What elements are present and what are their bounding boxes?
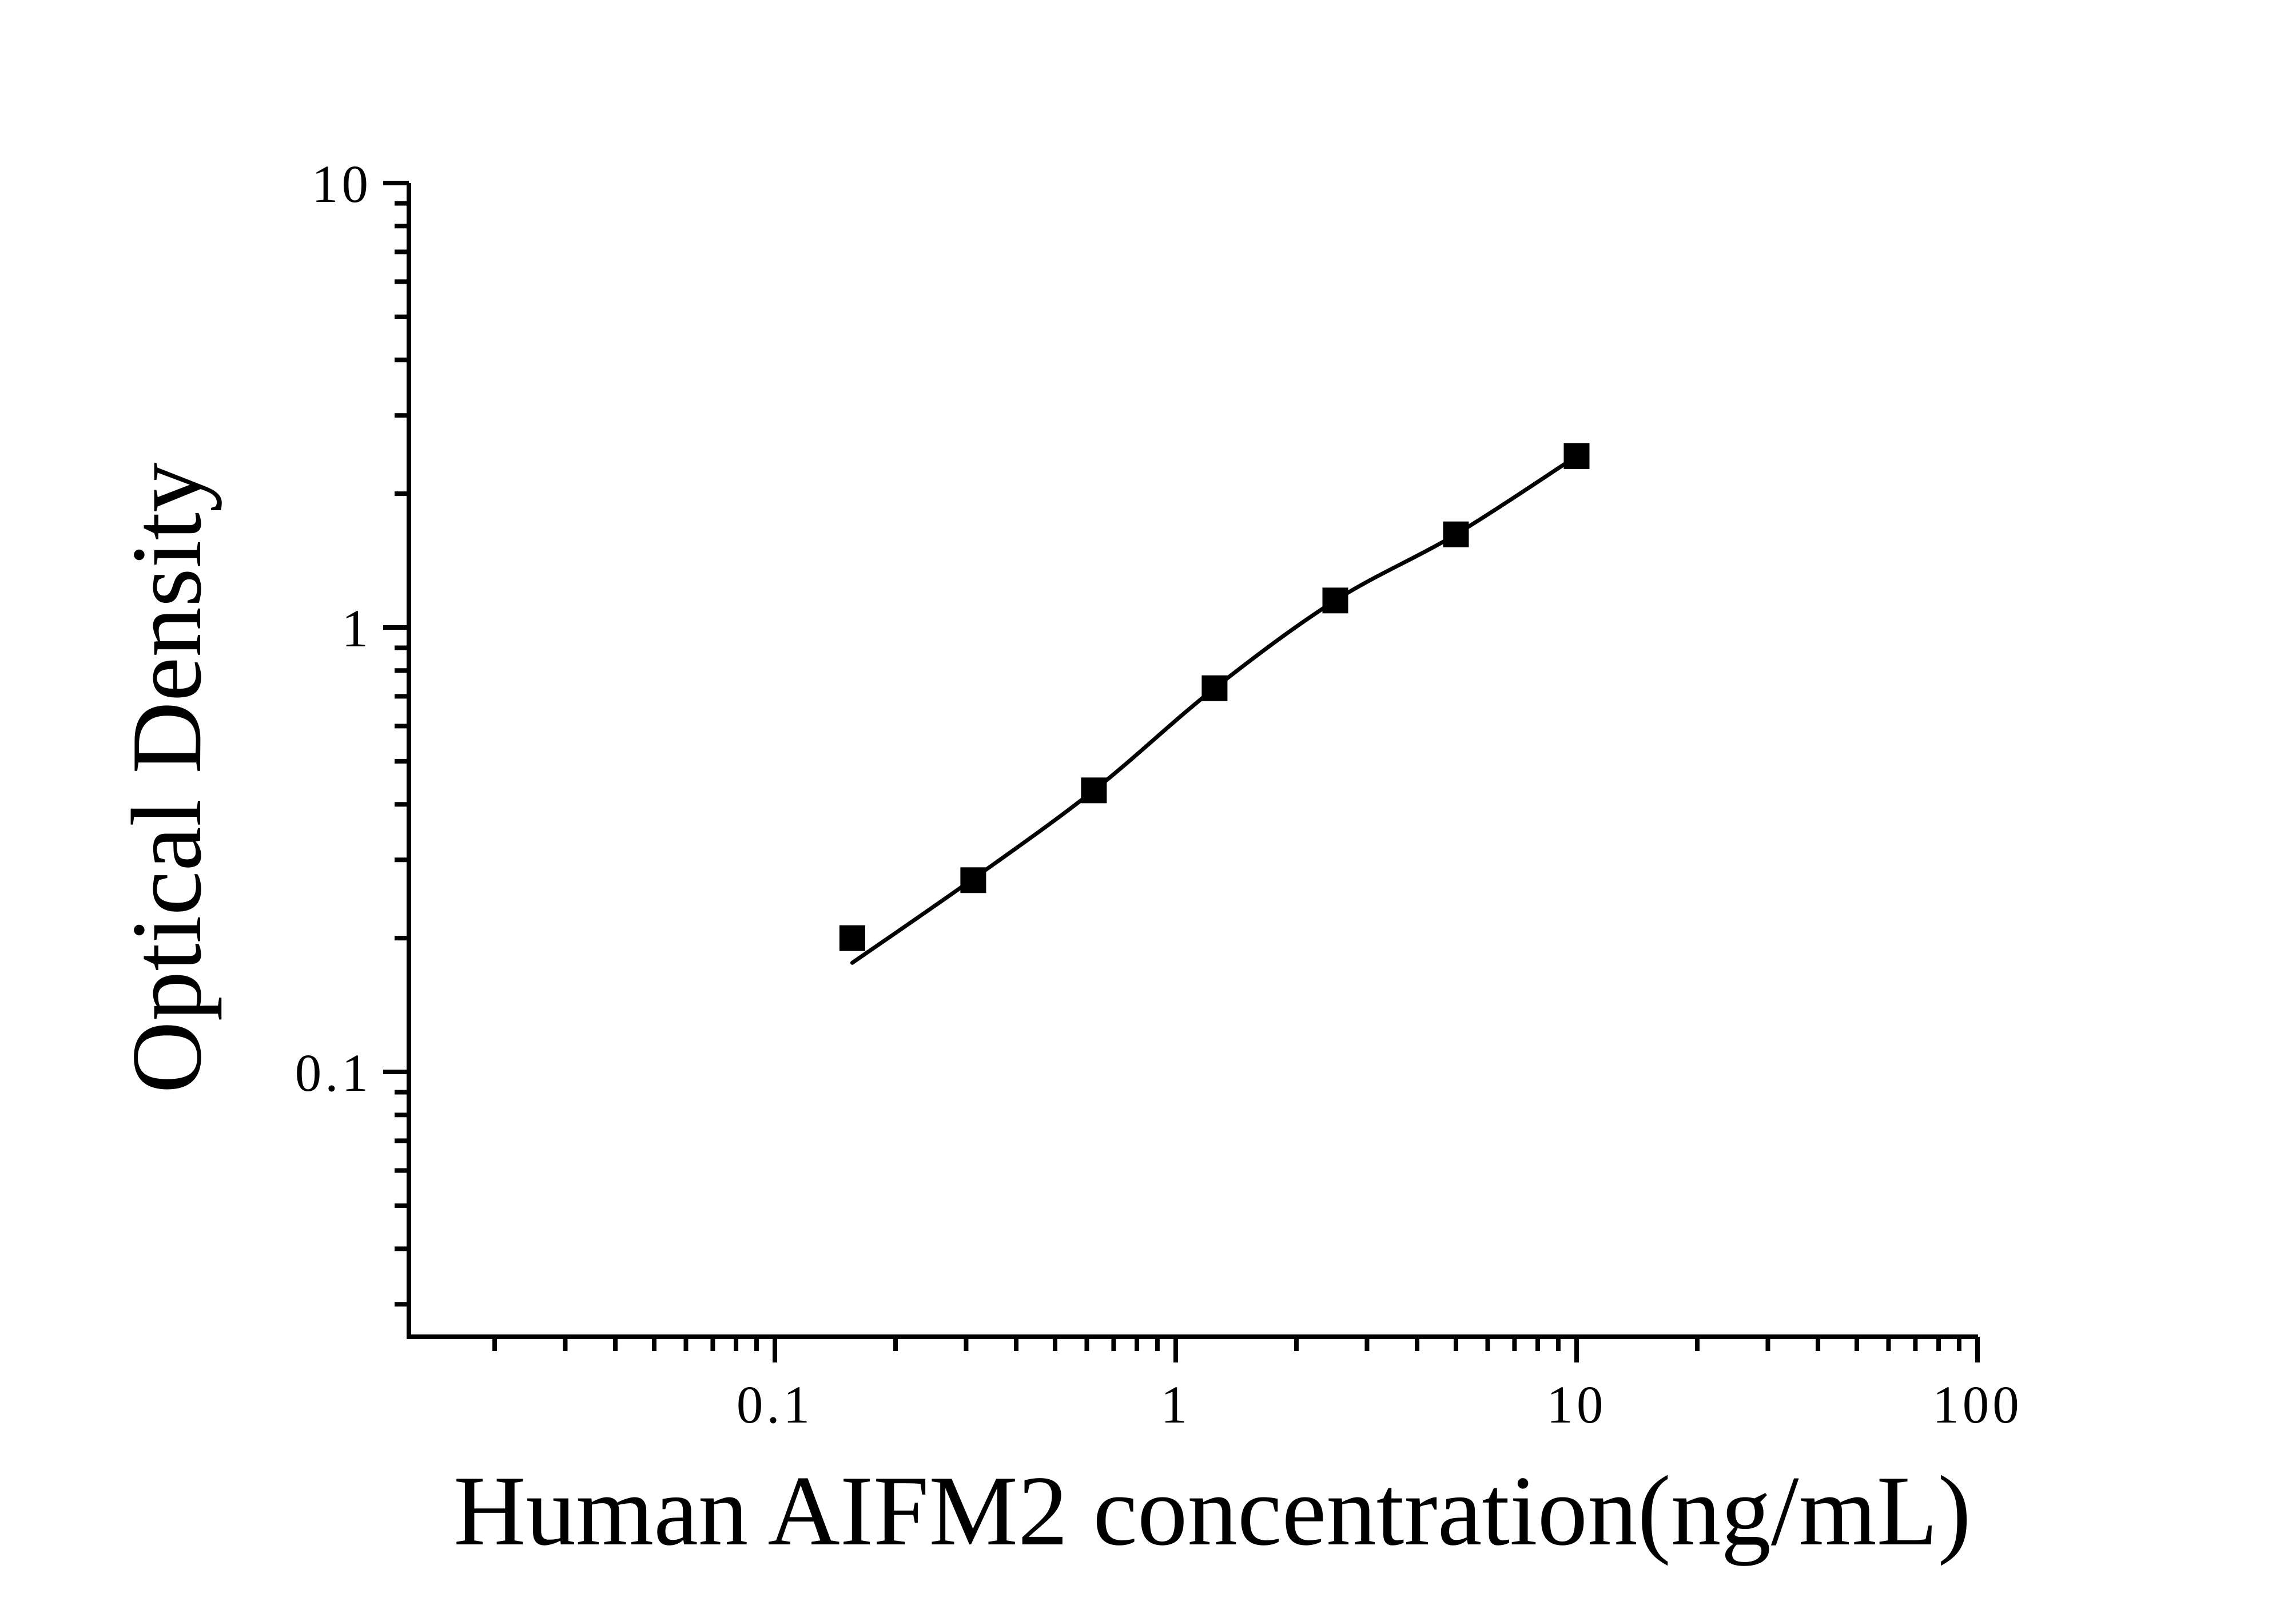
data-point-marker [960, 867, 986, 893]
y-tick-label: 0.1 [295, 1044, 372, 1103]
y-tick-label: 10 [312, 155, 372, 214]
data-point-marker [1201, 675, 1228, 701]
x-axis-title: Human AIFM2 concentration(ng/mL) [453, 1455, 1971, 1566]
x-tick-label: 1 [1161, 1376, 1191, 1435]
data-point-marker [839, 925, 865, 951]
y-axis-tick-labels: 0.1 1 10 [295, 155, 372, 1103]
x-axis-tick-labels: 0.1 1 10 100 [737, 1376, 2023, 1435]
y-tick-label: 1 [342, 599, 372, 658]
x-tick-label: 10 [1547, 1376, 1607, 1435]
y-axis-ticks [383, 181, 409, 1307]
data-point-marker [1081, 777, 1107, 804]
y-axis-title: Optical Density [111, 462, 222, 1093]
data-point-marker [1443, 521, 1469, 547]
axes [407, 183, 1978, 1339]
x-tick-label: 100 [1932, 1376, 2023, 1435]
data-points [839, 443, 1590, 951]
data-point-marker [1322, 587, 1348, 614]
data-point-marker [1563, 443, 1590, 469]
x-tick-label: 0.1 [737, 1376, 813, 1435]
x-axis-ticks [492, 1337, 1980, 1362]
